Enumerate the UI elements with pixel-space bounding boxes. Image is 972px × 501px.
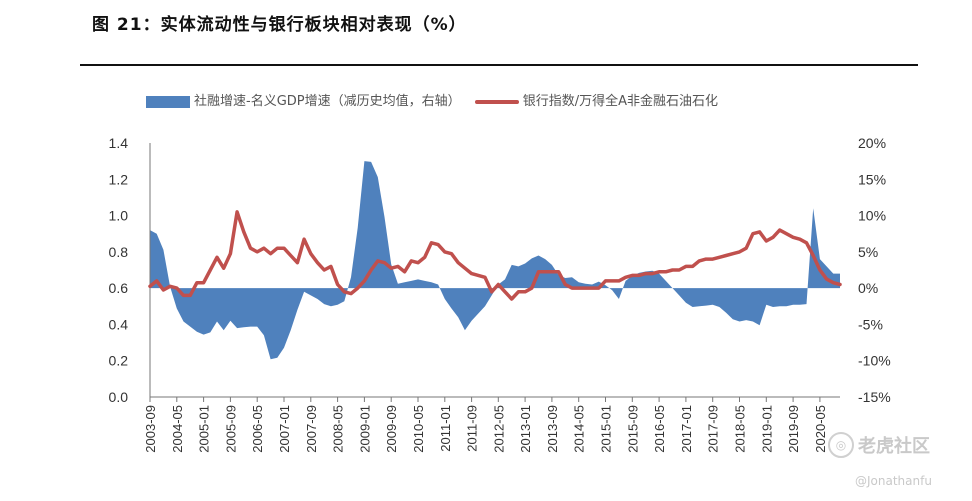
x-axis-tick-label: 2007-09 <box>304 405 319 453</box>
x-axis-tick-label: 2012-05 <box>491 405 506 453</box>
x-axis-tick-label: 2005-09 <box>223 405 238 453</box>
legend-area-label: 社融增速-名义GDP增速（减历史均值，右轴） <box>194 94 461 109</box>
right-axis-tick-label: 10% <box>858 208 886 224</box>
x-axis-tick-label: 2010-05 <box>411 405 426 453</box>
left-axis-tick-label: 0.2 <box>109 353 129 369</box>
right-axis-tick-label: -10% <box>858 353 891 369</box>
right-axis-tick-label: -15% <box>858 389 891 405</box>
x-axis-tick-label: 2009-01 <box>357 405 372 453</box>
x-axis-tick-label: 2019-01 <box>759 405 774 453</box>
x-axis-tick-label: 2017-01 <box>679 405 694 453</box>
x-axis-tick-label: 2016-05 <box>652 405 667 453</box>
figure-title: 图 21：实体流动性与银行板块相对表现（%） <box>92 15 467 35</box>
left-axis-tick-label: 1.2 <box>109 171 129 187</box>
line-series <box>148 210 842 301</box>
x-axis-tick-label: 2018-05 <box>733 405 748 453</box>
x-axis-tick-label: 2003-09 <box>143 405 158 453</box>
legend-area-swatch <box>146 95 190 108</box>
watermark-icon: ◎ <box>828 432 854 458</box>
right-axis-tick-label: 15% <box>858 171 886 187</box>
left-axis-tick-label: 0.0 <box>109 389 129 405</box>
x-axis-tick-label: 2015-09 <box>625 405 640 453</box>
left-axis-tick-label: 0.6 <box>109 280 129 296</box>
x-axis-tick-label: 2013-01 <box>518 405 533 453</box>
x-axis-tick-label: 2007-01 <box>277 405 292 453</box>
right-axis-tick-label: -5% <box>858 316 883 332</box>
x-axis-tick-label: 2013-09 <box>545 405 560 453</box>
watermark-handle: @Jonathanfu <box>855 474 932 488</box>
x-axis-tick-label: 2017-09 <box>706 405 721 453</box>
x-axis-tick-label: 2019-09 <box>786 405 801 453</box>
right-axis-tick-label: 0% <box>858 280 878 296</box>
x-axis-tick-label: 2006-05 <box>250 405 265 453</box>
watermark-brand: 老虎社区 <box>858 436 930 457</box>
x-axis-tick-label: 2011-09 <box>465 405 480 452</box>
x-axis-tick-label: 2014-05 <box>572 405 587 453</box>
x-axis-tick-label: 2008-05 <box>331 405 346 453</box>
left-axis-tick-label: 0.4 <box>109 316 129 332</box>
x-axis-tick-label: 2011-01 <box>438 405 453 452</box>
x-axis-tick-label: 2005-01 <box>197 405 212 453</box>
x-axis-tick-label: 2004-05 <box>170 405 185 453</box>
left-axis-tick-label: 1.0 <box>109 208 129 224</box>
title-underline <box>80 64 918 66</box>
right-axis-tick-label: 20% <box>858 135 886 151</box>
area-series <box>150 161 840 360</box>
x-axis-tick-label: 2015-01 <box>599 405 614 453</box>
x-axis-tick-label: 2009-09 <box>384 405 399 453</box>
legend-area-item: 社融增速-名义GDP增速（减历史均值，右轴） <box>146 90 461 109</box>
legend: 社融增速-名义GDP增速（减历史均值，右轴） 银行指数/万得全A非金融石油石化 <box>146 90 728 109</box>
legend-line-label: 银行指数/万得全A非金融石油石化 <box>522 94 719 109</box>
left-axis-tick-label: 0.8 <box>109 244 129 260</box>
right-axis-tick-label: 5% <box>858 244 878 260</box>
x-axis-tick-label: 2020-05 <box>813 405 828 453</box>
legend-line-swatch <box>474 99 519 104</box>
left-axis-tick-label: 1.4 <box>109 135 129 151</box>
legend-line-item: 银行指数/万得全A非金融石油石化 <box>474 90 719 109</box>
